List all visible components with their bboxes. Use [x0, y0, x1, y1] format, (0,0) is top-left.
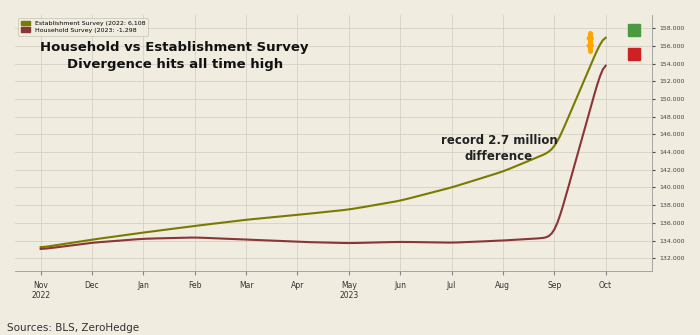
- Text: Household vs Establishment Survey
Divergence hits all time high: Household vs Establishment Survey Diverg…: [41, 41, 309, 71]
- Text: Sources: BLS, ZeroHedge: Sources: BLS, ZeroHedge: [7, 323, 139, 333]
- Text: record 2.7 million
difference: record 2.7 million difference: [440, 134, 557, 163]
- Legend: Establishment Survey (2022: 6,108, Household Survey (2023: -1,298: Establishment Survey (2022: 6,108, House…: [18, 18, 148, 36]
